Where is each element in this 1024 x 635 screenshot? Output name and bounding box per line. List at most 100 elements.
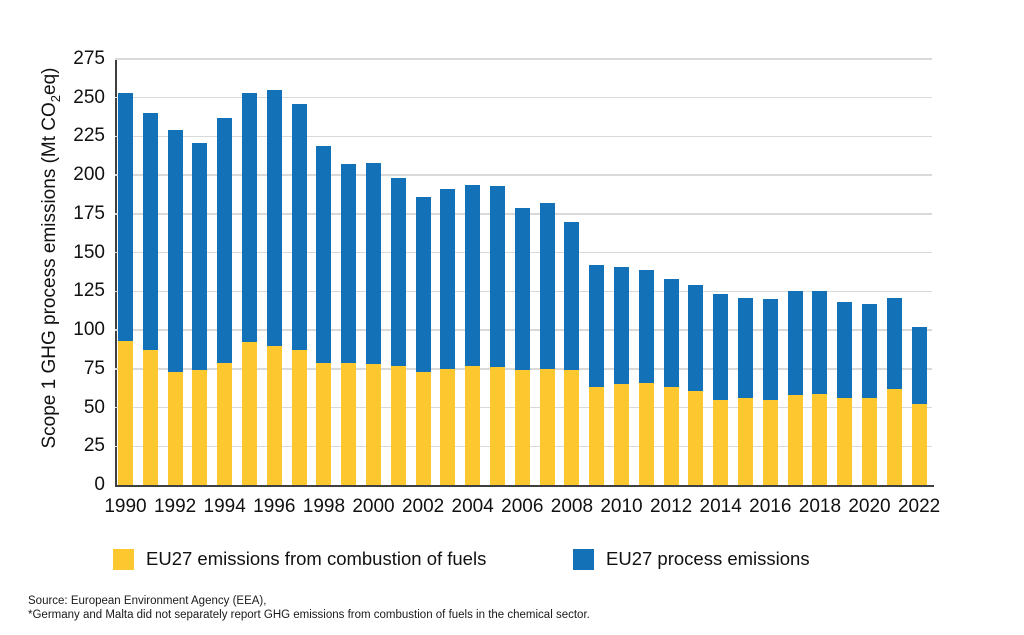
source-line: Source: European Environment Agency (EEA… (28, 595, 267, 607)
bar-fuels-2016 (762, 399, 778, 485)
bar-process-2021 (886, 297, 902, 389)
x-tick-label-2014: 2014 (699, 496, 742, 517)
bar-process-1995 (242, 93, 257, 343)
x-tick-label-2018: 2018 (798, 496, 842, 517)
gridline-275 (115, 58, 932, 60)
bar-process-2019 (837, 302, 853, 399)
bar-fuels-2022 (911, 404, 927, 485)
bar-process-1999 (341, 164, 357, 363)
bar-process-2005 (490, 186, 505, 368)
bar-process-2014 (713, 294, 729, 400)
bar-fuels-1993 (192, 370, 208, 485)
bar-fuels-1991 (142, 350, 158, 485)
bar-fuels-2000 (366, 364, 381, 485)
y-tick-label-200: 200 (73, 164, 105, 186)
note-line: *Germany and Malta did not separately re… (28, 609, 590, 621)
x-tick-label-1998: 1998 (302, 496, 346, 517)
plot-area (115, 58, 932, 485)
y-tick-label-275: 275 (73, 48, 105, 69)
x-tick-label-2006: 2006 (501, 496, 544, 517)
bar-process-1990 (118, 93, 133, 341)
bar-process-2002 (415, 196, 431, 372)
bar-fuels-2015 (738, 398, 753, 485)
bar-process-2009 (589, 265, 605, 388)
bar-process-1994 (217, 117, 233, 363)
bar-fuels-2004 (465, 365, 481, 485)
legend-swatch-fuels-icon (113, 548, 134, 570)
bar-fuels-2005 (490, 367, 505, 485)
bar-process-2008 (564, 221, 580, 371)
bar-process-2011 (638, 269, 654, 383)
bar-process-2022 (911, 327, 927, 405)
bar-fuels-1994 (217, 362, 233, 485)
bar-fuels-2003 (440, 368, 456, 485)
bar-process-2006 (514, 207, 530, 371)
x-tick-label-2008: 2008 (550, 496, 594, 517)
bar-fuels-2001 (390, 365, 406, 485)
y-tick-label-25: 25 (83, 435, 105, 457)
x-tick-label-2004: 2004 (451, 496, 494, 517)
bar-process-2018 (812, 291, 828, 394)
x-tick-label-1994: 1994 (203, 496, 246, 517)
legend-label-process: EU27 process emissions (606, 548, 810, 569)
bar-fuels-1998 (316, 362, 332, 485)
bar-process-2015 (738, 297, 753, 399)
y-tick-label-225: 225 (73, 125, 105, 147)
bar-fuels-2019 (837, 398, 853, 485)
y-tick-label-0: 0 (94, 474, 105, 495)
y-tick-label-125: 125 (73, 280, 105, 302)
bar-fuels-1999 (341, 362, 357, 485)
bar-fuels-2008 (564, 370, 580, 485)
gridline-200 (115, 174, 932, 176)
y-tick-label-250: 250 (73, 86, 105, 108)
bar-fuels-2007 (539, 368, 555, 485)
legend-item-process: EU27 process emissions (573, 547, 810, 571)
bar-process-2004 (465, 184, 481, 366)
bar-process-2012 (663, 279, 679, 388)
bar-process-2017 (787, 291, 803, 396)
x-tick-label-1992: 1992 (153, 496, 197, 517)
footer-notes: Source: European Environment Agency (EEA… (28, 594, 590, 622)
bar-fuels-2002 (415, 371, 431, 485)
y-tick-label-50: 50 (83, 396, 105, 418)
bar-fuels-2020 (862, 398, 877, 485)
bar-fuels-1990 (118, 340, 133, 485)
y-axis-line (115, 59, 117, 486)
x-tick-label-2002: 2002 (401, 496, 445, 517)
gridline-250 (115, 96, 932, 99)
x-tick-label-2012: 2012 (649, 496, 693, 517)
bar-process-2003 (440, 189, 456, 369)
bar-process-2013 (688, 285, 704, 391)
legend-item-fuels: EU27 emissions from combustion of fuels (113, 547, 486, 571)
bar-process-2016 (762, 299, 778, 400)
y-tick-label-175: 175 (73, 202, 105, 224)
bar-process-1993 (192, 142, 208, 371)
bar-fuels-2014 (713, 399, 729, 485)
bar-fuels-1996 (266, 345, 282, 485)
bar-process-1997 (291, 103, 307, 351)
bar-fuels-2021 (886, 388, 902, 485)
bar-fuels-2012 (663, 387, 679, 485)
bar-process-1996 (266, 90, 282, 346)
bar-process-2001 (390, 178, 406, 366)
x-tick-label-1990: 1990 (104, 496, 147, 517)
x-tick-label-2022: 2022 (897, 496, 941, 517)
x-tick-label-2020: 2020 (848, 496, 891, 517)
bar-fuels-2017 (787, 395, 803, 485)
bar-process-1991 (142, 113, 158, 351)
bar-process-2020 (862, 303, 877, 399)
bar-process-1998 (316, 145, 332, 363)
legend: EU27 emissions from combustion of fuels … (0, 547, 1024, 573)
y-tick-label-150: 150 (73, 241, 105, 263)
legend-label-fuels: EU27 emissions from combustion of fuels (146, 548, 487, 569)
x-axis-line (115, 485, 934, 487)
bar-fuels-1992 (167, 371, 183, 485)
x-tick-label-2000: 2000 (352, 496, 395, 517)
bar-fuels-1995 (242, 342, 257, 485)
bar-fuels-2018 (812, 393, 828, 485)
bar-process-2007 (539, 203, 555, 369)
x-tick-label-2010: 2010 (600, 496, 643, 517)
bar-process-2010 (614, 266, 629, 385)
bar-fuels-2011 (638, 382, 654, 485)
